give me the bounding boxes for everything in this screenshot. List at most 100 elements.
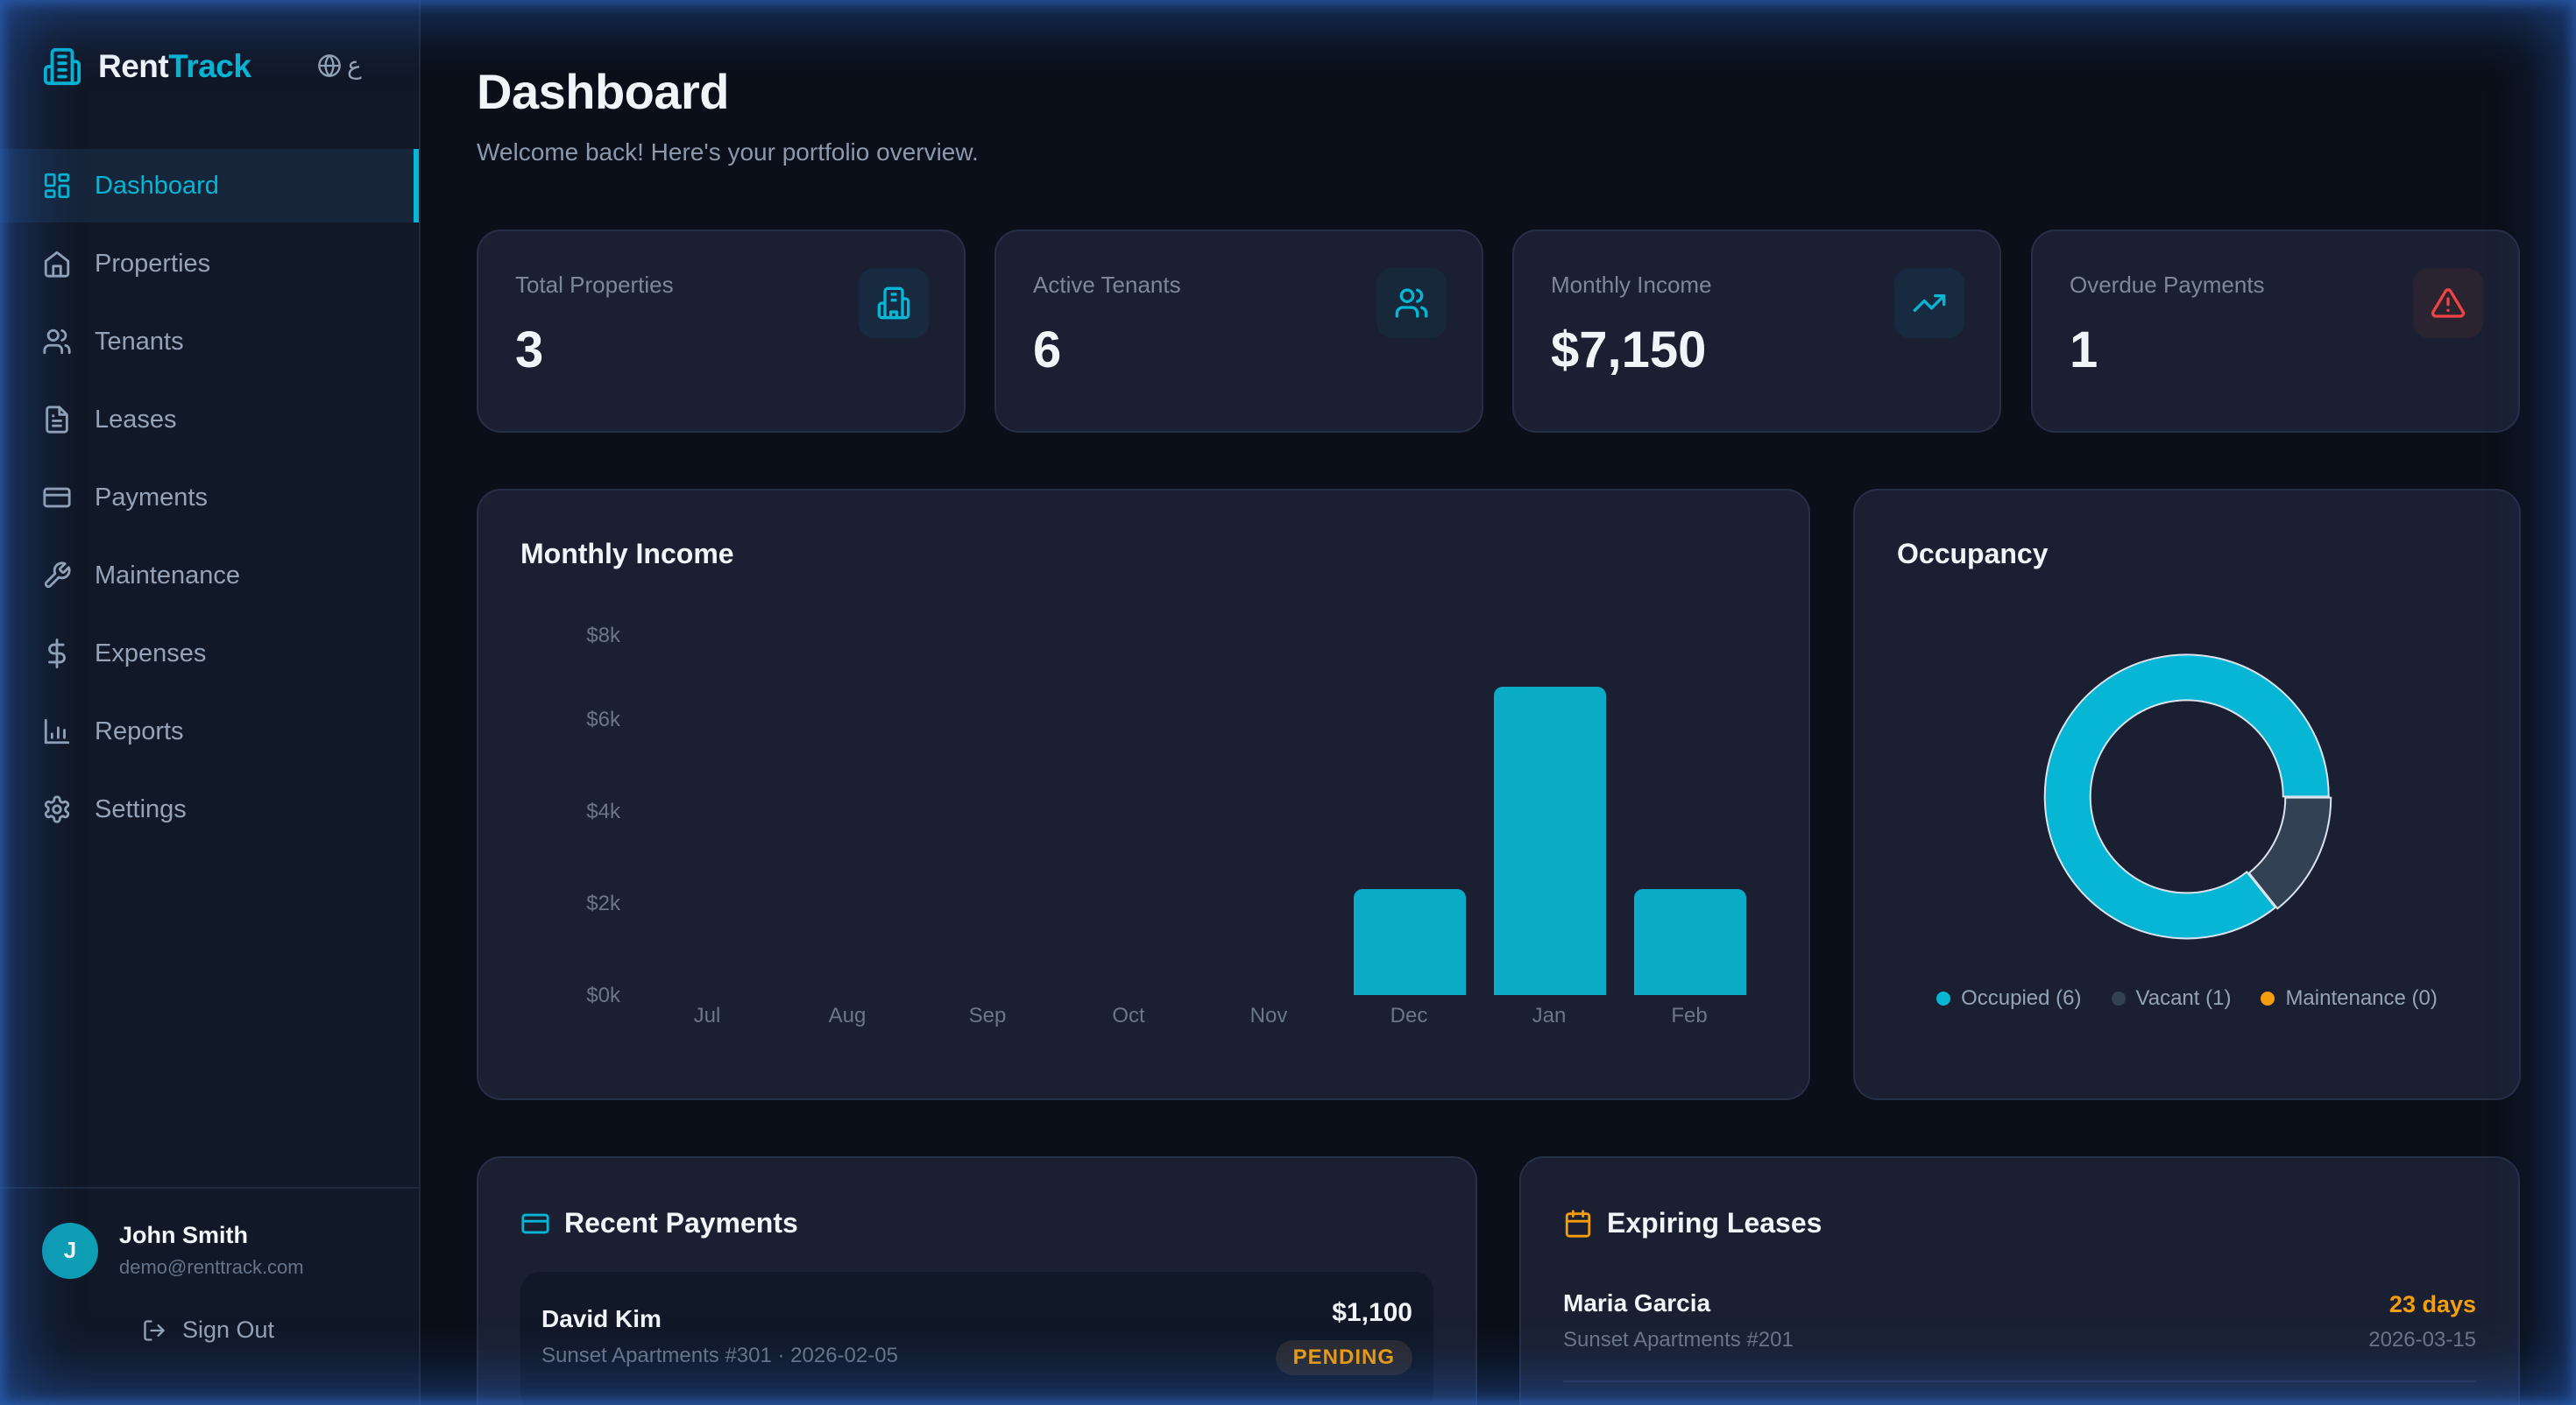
stat-icon-box bbox=[1376, 268, 1447, 338]
donut-slice-occupied[interactable] bbox=[2043, 653, 2330, 940]
avatar: J bbox=[42, 1222, 98, 1279]
user-email: demo@renttrack.com bbox=[119, 1256, 304, 1278]
x-tick: Sep bbox=[968, 1004, 1007, 1027]
sidebar-item-properties[interactable]: Properties bbox=[0, 227, 419, 300]
stat-icon-box bbox=[2413, 268, 2483, 338]
sidebar-item-label: Properties bbox=[95, 249, 211, 278]
page-title: Dashboard bbox=[477, 64, 730, 119]
legend-item-occupied[interactable]: Occupied (6) bbox=[1936, 986, 2082, 1011]
alert-triangle-icon bbox=[2431, 288, 2466, 318]
y-tick: $2k bbox=[586, 892, 620, 915]
file-text-icon bbox=[46, 406, 68, 434]
stat-label: Total Properties bbox=[515, 272, 674, 298]
lease-tenant-name: Maria Garcia bbox=[1563, 1289, 1711, 1317]
panel-header: Recent Payments bbox=[520, 1207, 798, 1239]
panel-title: Expiring Leases bbox=[1607, 1207, 1822, 1239]
stat-value: 3 bbox=[515, 321, 544, 378]
globe-icon bbox=[318, 53, 341, 77]
sidebar-item-maintenance[interactable]: Maintenance bbox=[0, 539, 419, 612]
chart-legend: Occupied (6) Vacant (1) Maintenance (0) bbox=[1855, 986, 2519, 1011]
status-badge: PENDING bbox=[1275, 1340, 1412, 1375]
legend-item-vacant[interactable]: Vacant (1) bbox=[2111, 986, 2232, 1011]
lease-end-date: 2026-03-15 bbox=[2368, 1328, 2476, 1352]
sidebar-item-label: Tenants bbox=[95, 327, 184, 356]
sidebar: RentTrack ع Dashboard Properties Tenants… bbox=[0, 0, 421, 1405]
sign-out-label: Sign Out bbox=[182, 1317, 275, 1343]
panel-header: Expiring Leases bbox=[1563, 1207, 1822, 1239]
expiring-leases-panel: Expiring Leases Maria Garcia Sunset Apar… bbox=[1519, 1156, 2520, 1405]
y-tick: $6k bbox=[586, 708, 620, 731]
trending-up-icon bbox=[1913, 294, 1946, 312]
sidebar-item-label: Reports bbox=[95, 717, 184, 745]
x-tick: Feb bbox=[1671, 1004, 1708, 1027]
payment-tenant-name: David Kim bbox=[541, 1305, 662, 1332]
y-tick: $0k bbox=[586, 984, 620, 1007]
stat-icon-box bbox=[1894, 268, 1964, 338]
occupancy-panel: Occupancy Occupied (6) Vacant (1) Mainte… bbox=[1853, 489, 2521, 1100]
bar-jan[interactable] bbox=[1493, 687, 1606, 995]
stat-card-overdue-payments: Overdue Payments 1 bbox=[2031, 229, 2520, 433]
donut-slice-vacant[interactable] bbox=[2247, 796, 2332, 910]
dollar-sign-icon bbox=[48, 639, 66, 668]
x-tick: Nov bbox=[1249, 1004, 1288, 1027]
sidebar-item-tenants[interactable]: Tenants bbox=[0, 305, 419, 378]
language-toggle[interactable]: ع bbox=[317, 51, 362, 80]
legend-dot bbox=[2111, 992, 2126, 1006]
stat-card-monthly-income: Monthly Income $7,150 bbox=[1512, 229, 2001, 433]
payment-amount: $1,100 bbox=[1332, 1298, 1412, 1327]
bar-chart-icon bbox=[44, 718, 70, 745]
y-tick: $4k bbox=[586, 800, 620, 823]
x-tick: Aug bbox=[828, 1004, 867, 1027]
panel-title: Occupancy bbox=[1897, 538, 2049, 569]
log-out-icon bbox=[144, 1319, 165, 1341]
sidebar-item-label: Maintenance bbox=[95, 561, 241, 590]
x-tick: Oct bbox=[1112, 1004, 1145, 1027]
panel-title: Monthly Income bbox=[520, 538, 734, 569]
sidebar-item-label: Payments bbox=[95, 483, 208, 512]
sidebar-item-reports[interactable]: Reports bbox=[0, 695, 419, 768]
sidebar-item-expenses[interactable]: Expenses bbox=[0, 617, 419, 690]
users-icon bbox=[1395, 288, 1428, 318]
lease-row[interactable]: Maria Garcia Sunset Apartments #201 23 d… bbox=[1563, 1289, 2476, 1382]
calendar-icon bbox=[1565, 1209, 1591, 1238]
sidebar-divider bbox=[0, 1187, 419, 1189]
brand-name: RentTrack bbox=[98, 48, 251, 84]
bar-feb[interactable] bbox=[1634, 889, 1747, 995]
user-name: John Smith bbox=[119, 1222, 248, 1248]
wrench-icon bbox=[44, 561, 71, 589]
legend-item-maintenance[interactable]: Maintenance (0) bbox=[2261, 986, 2438, 1011]
sidebar-item-dashboard[interactable]: Dashboard bbox=[0, 149, 419, 222]
legend-dot bbox=[2261, 992, 2275, 1006]
sidebar-item-settings[interactable]: Settings bbox=[0, 773, 419, 846]
brand-logo[interactable]: RentTrack bbox=[42, 46, 251, 88]
home-icon bbox=[44, 251, 70, 278]
payment-meta: Sunset Apartments #301 · 2026-02-05 bbox=[541, 1344, 898, 1367]
sidebar-item-leases[interactable]: Leases bbox=[0, 383, 419, 456]
page-subtitle: Welcome back! Here's your portfolio over… bbox=[477, 138, 979, 166]
language-label: ع bbox=[347, 52, 362, 79]
sidebar-nav: Dashboard Properties Tenants Leases Paym… bbox=[0, 149, 419, 851]
legend-dot bbox=[1936, 992, 1951, 1006]
user-profile[interactable]: J John Smith demo@renttrack.com bbox=[42, 1222, 304, 1279]
lease-days-remaining: 23 days bbox=[2388, 1291, 2476, 1317]
income-bar-chart: $8k $6k $4k $2k $0k Jul Aug Sep Oct Nov … bbox=[478, 491, 1808, 1098]
stat-icon-box bbox=[859, 268, 929, 338]
sidebar-item-label: Settings bbox=[95, 794, 187, 823]
sidebar-item-label: Expenses bbox=[95, 639, 207, 667]
users-icon bbox=[43, 328, 71, 355]
legend-label: Occupied (6) bbox=[1961, 986, 2082, 1010]
stat-label: Monthly Income bbox=[1551, 272, 1712, 298]
credit-card-icon bbox=[521, 1213, 549, 1233]
bar-dec[interactable] bbox=[1353, 889, 1466, 995]
sidebar-item-label: Leases bbox=[95, 405, 177, 434]
payment-row[interactable]: David Kim Sunset Apartments #301 · 2026-… bbox=[520, 1272, 1433, 1405]
sidebar-item-payments[interactable]: Payments bbox=[0, 461, 419, 534]
y-tick: $8k bbox=[586, 624, 620, 647]
legend-label: Vacant (1) bbox=[2135, 986, 2232, 1010]
stat-label: Active Tenants bbox=[1033, 272, 1181, 298]
sign-out-button[interactable]: Sign Out bbox=[142, 1317, 274, 1344]
recent-payments-panel: Recent Payments David Kim Sunset Apartme… bbox=[477, 1156, 1477, 1405]
layout-dashboard-icon bbox=[44, 173, 70, 199]
sidebar-item-label: Dashboard bbox=[95, 171, 219, 200]
occupancy-donut-chart bbox=[2043, 653, 2332, 940]
